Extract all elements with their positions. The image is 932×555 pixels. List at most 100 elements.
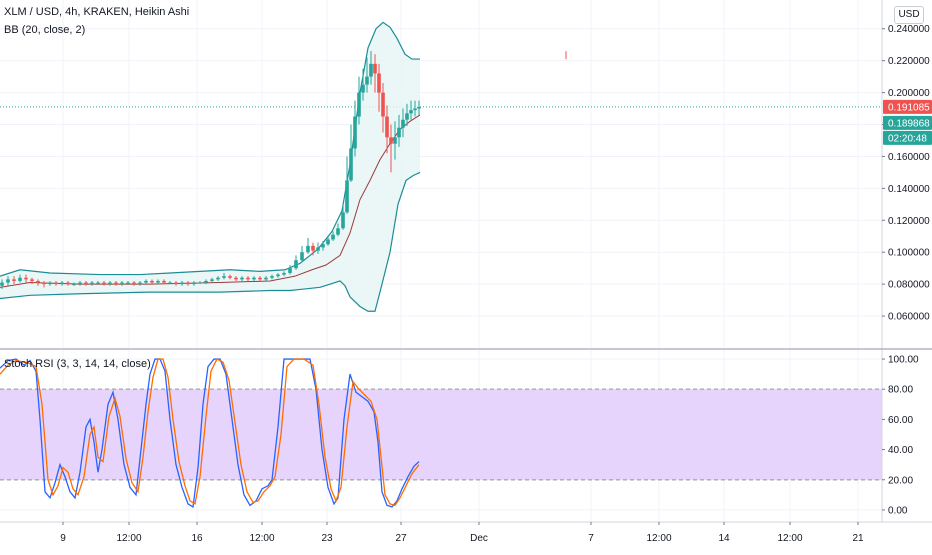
currency-button[interactable]: USD (894, 6, 924, 24)
candle (12, 276, 16, 285)
candle (72, 282, 76, 286)
candle (198, 280, 202, 285)
candle (246, 276, 250, 281)
candle-body (150, 280, 154, 283)
candle-body (174, 282, 178, 285)
candle (144, 279, 148, 285)
rsi-axis-tick-label: 40.00 (888, 445, 913, 456)
time-axis-tick-label: 27 (395, 533, 407, 544)
candle (78, 280, 82, 286)
candle-body (288, 268, 292, 273)
candle (276, 272, 280, 278)
candle-body (0, 282, 4, 286)
candle-body (345, 180, 349, 213)
candle-body (361, 84, 365, 93)
candle (282, 271, 286, 277)
candle-body (156, 280, 160, 283)
candle (66, 280, 70, 286)
candle (96, 280, 100, 285)
price-axis-tick-label: 0.080000 (888, 280, 930, 291)
candle (401, 108, 405, 138)
candle (389, 124, 393, 173)
candle (405, 103, 409, 127)
candle (138, 280, 142, 286)
time-axis-tick-label: 12:00 (249, 533, 274, 544)
candle-body (326, 239, 330, 245)
candle-body (60, 282, 64, 285)
candle (168, 280, 172, 285)
price-axis-tick-label: 0.100000 (888, 248, 930, 259)
candle-body (417, 106, 421, 109)
candle (48, 280, 52, 286)
candle-body (397, 127, 401, 138)
candle-body (389, 137, 393, 144)
price-axis-tick-label: 0.120000 (888, 216, 930, 227)
last-price-badge: 0.191085 (883, 99, 932, 114)
candle-body (234, 277, 238, 280)
candle-body (341, 212, 345, 229)
bb-legend[interactable]: BB (20, close, 2) (4, 24, 86, 36)
candle-body (373, 63, 377, 74)
price-axis-tick-label: 0.140000 (888, 184, 930, 195)
price-badges: 0.191085 0.189868 02:20:48 (883, 99, 932, 145)
candle (30, 277, 34, 285)
rsi-axis-tick-label: 20.00 (888, 475, 913, 486)
candle (150, 279, 154, 285)
candle-body (311, 245, 315, 251)
candle (24, 274, 28, 283)
candle (174, 280, 178, 286)
price-axis-tick-label: 0.160000 (888, 152, 930, 163)
candle-body (48, 282, 52, 285)
candle-body (78, 282, 82, 285)
candle (192, 280, 196, 286)
candle-body (413, 108, 417, 111)
candle-body (36, 280, 40, 283)
close-price-badge-background (883, 115, 932, 130)
candle-body (126, 282, 130, 284)
candle (357, 76, 361, 125)
candle-body (210, 279, 214, 281)
candle-body (264, 277, 268, 280)
candle (417, 100, 421, 115)
candle-body (393, 137, 397, 144)
candle (162, 279, 166, 285)
candle (373, 54, 377, 93)
stoch-rsi-legend[interactable]: Stoch RSI (3, 3, 14, 14, close) (4, 358, 151, 370)
time-axis-tick-label: 21 (852, 533, 864, 544)
candle (186, 280, 190, 286)
candle (156, 279, 160, 285)
candle-body (270, 276, 274, 278)
candle (60, 280, 64, 286)
candle-body (258, 277, 262, 280)
candle-body (204, 280, 208, 283)
candle (294, 255, 298, 270)
candle (353, 100, 357, 157)
candle-body (365, 76, 369, 85)
rsi-axis-tick-label: 100.00 (888, 355, 919, 366)
candle-body (276, 274, 280, 277)
candle (341, 204, 345, 230)
candle-body (54, 282, 58, 285)
time-axis-tick-label: 9 (60, 533, 66, 544)
candle-body (216, 277, 220, 280)
candle (120, 280, 124, 286)
rsi-axis-tick-label: 0.00 (888, 505, 908, 516)
time-axis-tick-label: 12:00 (777, 533, 802, 544)
candle-body (316, 247, 320, 251)
candle-body (353, 116, 357, 149)
candle (42, 280, 46, 288)
time-axis-tick-label: 14 (718, 533, 730, 544)
candle-body (349, 148, 353, 181)
countdown-badge-label: 02:20:48 (888, 133, 927, 144)
candle-body (385, 116, 389, 138)
candle-body (30, 279, 34, 281)
candle (126, 280, 130, 285)
candle-body (132, 282, 136, 285)
countdown-badge-background (883, 130, 932, 145)
candle (132, 280, 136, 286)
candle (252, 276, 256, 281)
candle (222, 272, 226, 280)
candle-body (114, 282, 118, 285)
price-legend[interactable]: XLM / USD, 4h, KRAKEN, Heikin Ashi (4, 6, 190, 18)
